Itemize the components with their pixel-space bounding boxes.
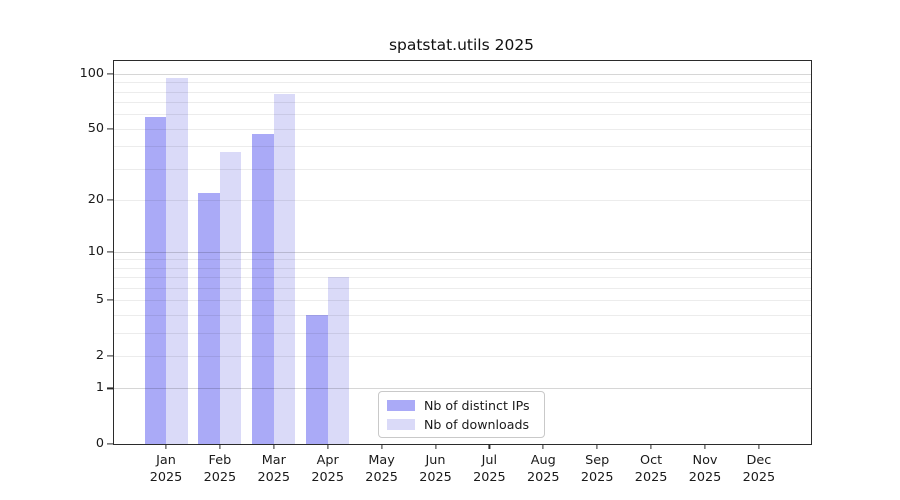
x-tick (165, 444, 167, 449)
x-tick-month: Jun (425, 453, 446, 468)
x-tick (596, 444, 598, 449)
y-tick (107, 443, 114, 445)
x-tick-year: 2025 (365, 470, 398, 485)
x-tick (273, 444, 275, 449)
bar-downloads (327, 277, 350, 444)
y-tick-label: 2 (95, 348, 104, 364)
x-tick (488, 444, 490, 449)
x-tick-year: 2025 (688, 470, 722, 485)
x-tick-month: Oct (640, 453, 663, 468)
x-tick-month: Apr (316, 453, 339, 468)
gridline-minor (114, 82, 811, 84)
x-tick-year: 2025 (473, 470, 506, 485)
x-tick (327, 444, 329, 449)
y-tick-label: 10 (87, 243, 104, 259)
bar-distinct-ips (198, 192, 220, 444)
gridline-major (114, 73, 811, 75)
x-tick-year: 2025 (257, 470, 291, 485)
x-tick-label: Mar 2025 (242, 452, 306, 486)
x-tick-label: Jan 2025 (134, 452, 198, 486)
y-tick (107, 73, 114, 75)
x-tick-month: Jan (156, 453, 176, 468)
downloads-swatch (387, 418, 415, 430)
legend-item-distinct-ips: Nb of distinct IPs (387, 398, 536, 413)
gridline-minor (114, 128, 811, 130)
bar-distinct-ips (144, 116, 166, 444)
y-tick (107, 299, 114, 301)
y-tick (107, 128, 114, 130)
x-tick (650, 444, 652, 449)
x-tick-month: May (368, 453, 395, 468)
y-tick (107, 387, 114, 389)
x-tick-label: Aug 2025 (511, 452, 575, 486)
legend: Nb of distinct IPs Nb of downloads (378, 391, 545, 438)
x-tick (434, 444, 437, 449)
x-tick-label: Apr 2025 (296, 452, 360, 486)
legend-label: Nb of distinct IPs (424, 397, 530, 413)
x-tick (542, 444, 544, 449)
legend-label: Nb of downloads (424, 416, 530, 432)
x-tick (758, 444, 760, 449)
gridline-minor (114, 102, 811, 104)
gridline-minor (114, 146, 811, 148)
x-tick-label: Dec 2025 (727, 452, 791, 486)
bar-downloads (219, 152, 242, 444)
x-tick-month: Sep (585, 453, 610, 468)
x-tick-label: Oct 2025 (619, 452, 683, 486)
x-tick-label: Jun 2025 (404, 452, 468, 486)
x-tick-month: Aug (530, 453, 556, 468)
x-tick-label: May 2025 (350, 452, 414, 486)
x-tick-year: 2025 (149, 470, 183, 485)
gridline-minor (114, 91, 811, 93)
bar-distinct-ips (306, 314, 328, 444)
legend-item-downloads: Nb of downloads (387, 417, 536, 432)
x-tick-month: Feb (208, 453, 232, 468)
y-tick-label: 50 (87, 120, 104, 136)
y-tick (107, 251, 114, 253)
y-tick-label: 0 (95, 436, 104, 452)
x-tick-label: Feb 2025 (188, 452, 252, 486)
x-tick (381, 444, 383, 449)
x-tick-month: Dec (746, 453, 772, 468)
distinct-ips-swatch (387, 399, 415, 411)
y-tick-label: 100 (79, 66, 104, 82)
x-tick-label: Sep 2025 (565, 452, 629, 486)
x-tick-year: 2025 (203, 470, 237, 485)
x-tick-year: 2025 (634, 470, 668, 485)
x-tick-month: Mar (261, 453, 286, 468)
x-tick-label: Jul 2025 (457, 452, 521, 486)
x-tick-year: 2025 (419, 470, 452, 485)
bar-downloads (273, 93, 296, 444)
y-tick (107, 199, 114, 201)
x-tick-month: Jul (481, 453, 498, 468)
x-tick-year: 2025 (527, 470, 560, 485)
gridline-minor (114, 114, 811, 116)
bar-distinct-ips (252, 133, 274, 444)
x-tick (219, 444, 221, 449)
x-tick-month: Nov (692, 453, 718, 468)
y-tick-label: 1 (95, 380, 104, 396)
bar-downloads (166, 77, 188, 444)
y-tick-label: 20 (87, 192, 104, 208)
x-tick-year: 2025 (742, 470, 776, 485)
x-tick (704, 444, 706, 449)
x-tick-year: 2025 (580, 470, 614, 485)
x-tick-year: 2025 (311, 470, 344, 485)
x-tick-label: Nov 2025 (673, 452, 737, 486)
y-tick-label: 5 (95, 292, 104, 308)
chart-title: spatstat.utils 2025 (388, 36, 535, 54)
y-tick (107, 355, 114, 357)
plot-area: 0 1 2 5 10 20 50 100 Jan 2025 Feb 2025 Mar 2025 Apr 202… (80, 60, 812, 485)
gridline-minor (114, 168, 811, 170)
